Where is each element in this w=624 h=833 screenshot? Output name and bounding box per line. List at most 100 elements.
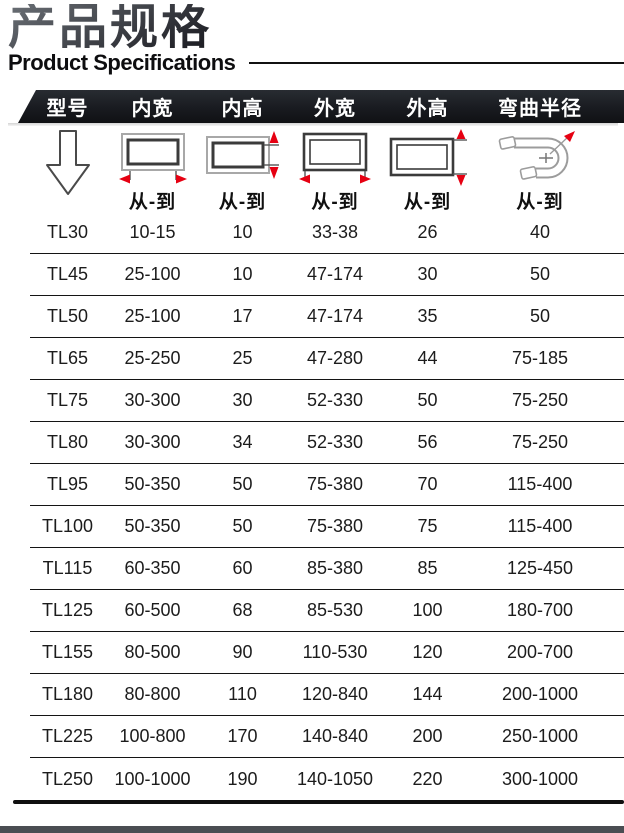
diagram-cell-inner-width: 从-到 (105, 126, 200, 216)
header-rule (249, 62, 624, 64)
cell-bend-radius: 75-185 (511, 348, 569, 368)
inner-height-diagram-icon (205, 131, 279, 179)
cell-outer-height: 144 (412, 684, 443, 704)
cell-outer-width: 33-38 (311, 222, 359, 242)
inner-width-diagram-icon (118, 133, 187, 184)
cell-inner-width: 30-300 (124, 432, 181, 452)
diagram-cell-model (30, 126, 105, 216)
table-bottom-line (13, 800, 624, 804)
cell-inner-width: 25-250 (124, 348, 181, 368)
diagram-cell-bend-radius: 从-到 (470, 126, 624, 216)
table-header: 型号 内宽 内高 外宽 外高 弯曲半径 (0, 90, 624, 126)
cell-inner-width: 25-100 (124, 306, 181, 326)
cell-inner-height: 50 (232, 516, 253, 536)
cell-outer-width: 75-380 (306, 474, 364, 494)
cell-model: TL65 (46, 348, 89, 368)
column-header-inner-width: 内宽 (131, 98, 174, 120)
cell-outer-height: 70 (417, 474, 438, 494)
cell-outer-height: 44 (417, 348, 438, 368)
cell-outer-width: 120-840 (301, 684, 369, 704)
outer-width-diagram-icon (299, 132, 371, 184)
cell-inner-height: 190 (227, 768, 258, 789)
column-header-bend-radius: 弯曲半径 (498, 98, 582, 120)
cell-inner-width: 100-1000 (114, 768, 191, 789)
cell-inner-height: 30 (232, 390, 253, 410)
cell-inner-width: 60-350 (124, 558, 181, 578)
cell-model: TL180 (41, 684, 94, 704)
range-label: 从-到 (311, 192, 359, 213)
cell-bend-radius: 200-700 (506, 642, 574, 662)
cell-bend-radius: 125-450 (506, 558, 574, 578)
cell-outer-height: 220 (412, 768, 443, 789)
cell-bend-radius: 50 (529, 264, 551, 284)
range-label: 从-到 (516, 192, 564, 213)
column-header-inner-height: 内高 (221, 98, 264, 120)
cell-bend-radius: 75-250 (511, 432, 569, 452)
cell-model: TL45 (46, 264, 89, 284)
cell-outer-width: 110-530 (302, 642, 368, 662)
table-row: TL95 50-350 50 75-380 70 115-400 (30, 464, 624, 506)
cell-inner-height: 60 (232, 558, 253, 578)
range-label: 从-到 (403, 192, 452, 213)
page-title: 产品规格 (8, 4, 624, 52)
cell-outer-width: 140-840 (301, 726, 369, 746)
cell-model: TL225 (41, 726, 94, 746)
table-row: TL225 100-800 170 140-840 200 250-1000 (30, 716, 624, 758)
cell-inner-width: 60-500 (124, 600, 181, 620)
cell-bend-radius: 300-1000 (501, 768, 579, 789)
table-row: TL180 80-800 110 120-840 144 200-1000 (30, 674, 624, 716)
column-header-model: 型号 (46, 98, 89, 120)
cell-model: TL100 (41, 516, 94, 536)
cell-outer-height: 75 (417, 516, 438, 536)
cell-outer-height: 26 (417, 222, 438, 242)
cell-inner-height: 90 (232, 642, 253, 662)
cell-inner-height: 10 (232, 222, 253, 242)
diagram-cell-inner-height: 从-到 (200, 126, 285, 216)
table-row: TL45 25-100 10 47-174 30 50 (30, 254, 624, 296)
cell-inner-height: 68 (232, 600, 253, 620)
cell-model: TL50 (46, 306, 89, 326)
band-shadow (8, 123, 618, 126)
cell-inner-width: 50-350 (124, 474, 181, 494)
table-row: TL100 50-350 50 75-380 75 115-400 (30, 506, 624, 548)
cell-outer-height: 200 (412, 726, 443, 746)
cell-model: TL95 (46, 474, 89, 494)
bottom-bar (0, 826, 624, 833)
cell-inner-width: 80-500 (124, 642, 181, 662)
cell-outer-width: 52-330 (306, 432, 364, 452)
cell-model: TL75 (46, 390, 89, 410)
cell-outer-height: 35 (417, 306, 438, 326)
cell-bend-radius: 50 (529, 306, 551, 326)
column-header-outer-height: 外高 (406, 98, 449, 120)
cell-inner-width: 10-15 (129, 222, 176, 242)
page-header: 产品规格 Product Specifications (0, 0, 624, 76)
cell-outer-height: 85 (417, 558, 438, 578)
cell-outer-width: 85-530 (306, 600, 364, 620)
cell-inner-width: 30-300 (124, 390, 181, 410)
cell-outer-width: 85-380 (306, 558, 364, 578)
cell-inner-width: 50-350 (124, 516, 181, 536)
cell-bend-radius: 200-1000 (501, 684, 579, 704)
table-row: TL65 25-250 25 47-280 44 75-185 (30, 338, 624, 380)
cell-model: TL125 (41, 600, 94, 620)
diagram-cell-outer-height: 从-到 (385, 126, 470, 216)
cell-inner-height: 17 (232, 306, 253, 326)
diagram-row: 从-到 从-到 从-到 (0, 126, 624, 213)
cell-bend-radius: 115-400 (507, 516, 573, 536)
cell-outer-height: 120 (412, 642, 443, 662)
table-row: TL115 60-350 60 85-380 85 125-450 (30, 548, 624, 590)
cell-bend-radius: 250-1000 (501, 726, 579, 746)
table-row: TL75 30-300 30 52-330 50 75-250 (30, 380, 624, 422)
page-subtitle: Product Specifications (8, 50, 236, 75)
range-label: 从-到 (128, 192, 177, 213)
table-row: TL30 10-15 10 33-38 26 40 (30, 212, 624, 254)
column-header-outer-width: 外宽 (314, 98, 356, 120)
cell-outer-width: 47-174 (306, 306, 364, 326)
cell-outer-height: 50 (417, 390, 438, 410)
cell-inner-height: 110 (228, 684, 257, 704)
cell-model: TL115 (42, 558, 93, 578)
cell-inner-width: 80-800 (124, 684, 181, 704)
cell-outer-height: 30 (417, 264, 438, 284)
cell-inner-height: 50 (232, 474, 253, 494)
cell-outer-height: 100 (412, 600, 443, 620)
